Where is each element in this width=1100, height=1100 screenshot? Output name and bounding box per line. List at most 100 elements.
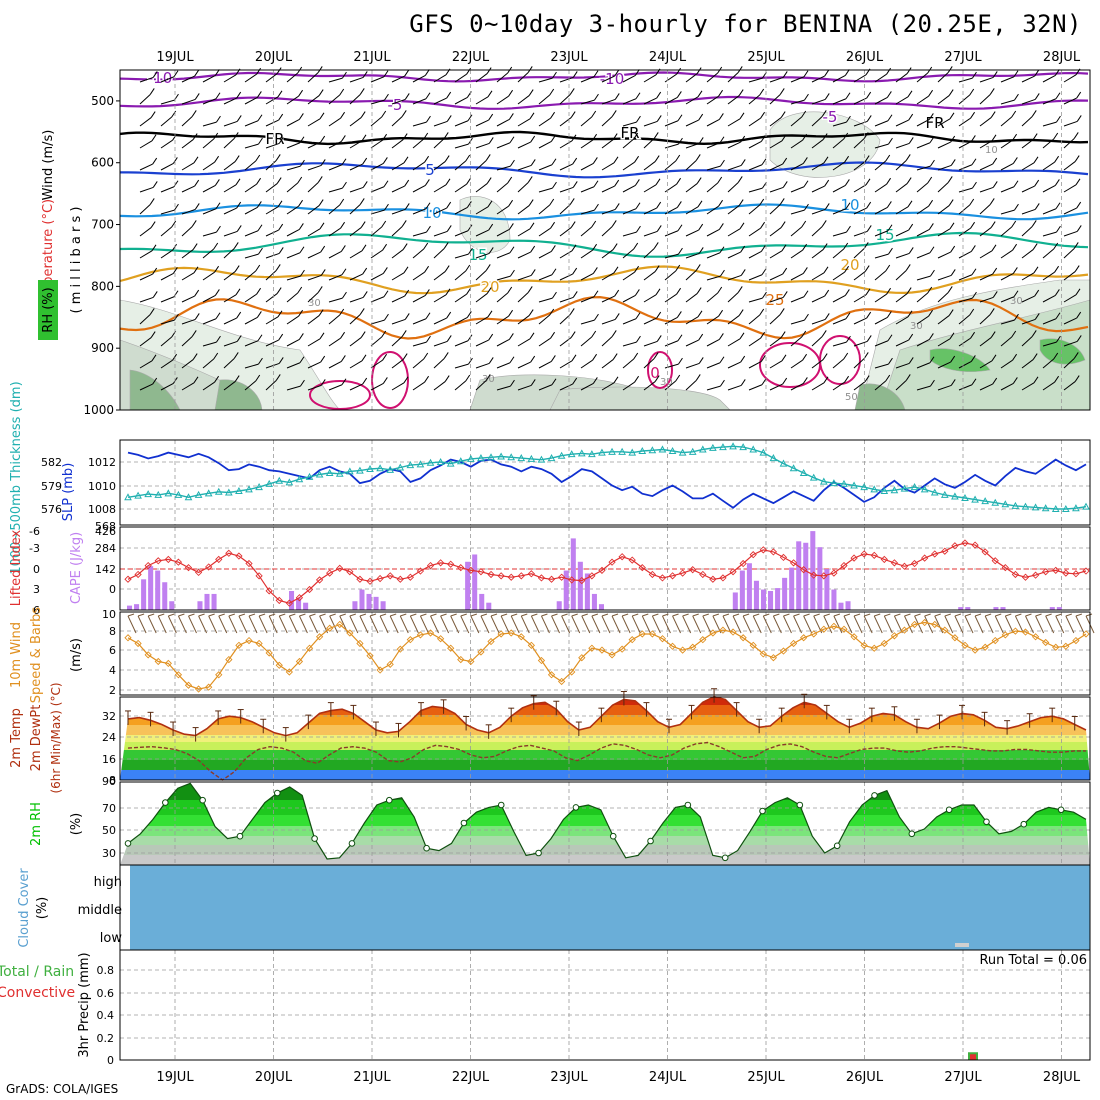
wind-barb-shaft [979, 296, 994, 303]
thickness-marker [366, 465, 374, 473]
wind-barb-shaft [517, 95, 530, 105]
wind-barb-shaft [706, 165, 721, 171]
wind-barb-flag [759, 88, 765, 96]
thickness-marker [819, 477, 828, 485]
lifted-index-marker [1021, 573, 1030, 581]
wind-barb-shaft [1042, 208, 1057, 215]
wind-barb-shaft [307, 164, 322, 171]
wind-barb-flag [678, 357, 683, 365]
wind-barb-flag [191, 220, 197, 227]
wind-barb-shaft [706, 182, 719, 193]
wind10-marker [1031, 633, 1040, 641]
wind-barb-shaft [727, 205, 740, 215]
wind-barb-shaft [622, 381, 635, 391]
wind-barb-flag [510, 269, 515, 277]
wind-barb-shaft [580, 319, 595, 325]
wind-barb-shaft [853, 271, 866, 281]
contour-label: 20 [840, 256, 859, 274]
thickness-marker [567, 450, 576, 458]
wind-barb-flag [488, 357, 494, 364]
lifted-index-marker [729, 568, 737, 576]
wind10-barb-flag [863, 613, 871, 617]
wind-barb-flag [384, 203, 389, 211]
wind-barb-flag [611, 220, 617, 227]
wind-barb-shaft [853, 184, 867, 193]
wind-barb-flag [845, 312, 851, 320]
wind-barb-shaft [937, 164, 952, 171]
wind-barb-shaft [601, 272, 615, 281]
wind-barb-shaft [979, 186, 994, 193]
wind-barb-shaft [202, 341, 217, 347]
cape-bar [768, 591, 774, 610]
wind-barb-flag [718, 333, 724, 340]
wind-barb-flag [362, 377, 368, 385]
wind-barb-flag [740, 269, 746, 276]
wind-barb-shaft [1042, 138, 1055, 149]
wind-barb-shaft [370, 76, 385, 83]
wind-barb-shaft [1021, 116, 1033, 127]
wind-barb-shaft [160, 162, 174, 171]
wind10-marker [588, 644, 596, 652]
thickness-marker [275, 476, 284, 484]
wind-barb-flag [360, 111, 366, 118]
wind10-marker [164, 659, 172, 668]
wind-barb-flag [424, 179, 430, 186]
wind-barb-shaft [895, 316, 909, 325]
wind-barb-flag [193, 266, 199, 274]
lifted-index-marker [1042, 568, 1050, 576]
thickness-marker [719, 443, 727, 451]
wind-barb-shaft [664, 380, 677, 391]
wind-barb-shaft [853, 248, 865, 259]
wind-barb-flag [423, 242, 429, 250]
wind-barb-shaft [580, 272, 594, 281]
wind-barb-flag [404, 179, 410, 187]
wind10-marker [789, 639, 798, 648]
wind-barb-shaft [265, 119, 279, 127]
wind-barb-shaft [769, 186, 784, 193]
wind-barb-flag [1076, 311, 1082, 319]
wind-barb-flag [718, 89, 724, 97]
wind-barb-flag [779, 198, 785, 205]
wind-barb-shaft [811, 98, 826, 105]
wind-barb-flag [214, 375, 220, 383]
wind-barb-shaft [601, 295, 615, 303]
wind-barb-flag [845, 202, 851, 210]
wind-barb-flag [255, 154, 261, 162]
wind-barb-flag [466, 201, 472, 208]
wind10-barb-shaft [500, 615, 510, 634]
precip-convective-label: Convective [0, 985, 75, 1001]
wind-barb-shaft [874, 206, 888, 215]
wind-barb-shaft [433, 138, 445, 149]
thickness-marker [557, 451, 566, 459]
wind10-marker [537, 656, 546, 665]
thickness-marker [507, 453, 516, 461]
wind-barb-flag [697, 90, 703, 98]
thickness-marker [739, 443, 747, 451]
wind-barb-shaft [643, 138, 655, 149]
wind-barb-flag [759, 308, 765, 316]
wind-barb-flag [846, 225, 851, 233]
thickness-marker [517, 454, 526, 462]
wind-barb-shaft [307, 292, 319, 303]
wind-barb-shaft [937, 292, 949, 303]
wind-barb-flag [404, 203, 410, 210]
wind-barb-flag [948, 89, 954, 96]
wind10-barb-shaft [561, 615, 571, 634]
wind-barb-shaft [895, 339, 909, 347]
thickness-marker [991, 498, 1000, 506]
wind10-barb-shaft [571, 615, 581, 634]
wind-barb-shaft [559, 314, 571, 325]
wind-barb-shaft [412, 231, 427, 237]
wind-barb-flag [214, 289, 220, 296]
wind-barb-flag [1074, 375, 1080, 382]
wind-barb-shaft [139, 163, 153, 171]
wind-barb-shaft [685, 183, 698, 193]
wind-barb-flag [425, 92, 431, 100]
wind-barb-shaft [790, 186, 805, 193]
wind-barb-flag [488, 137, 494, 144]
wind-barb-flag [319, 222, 325, 230]
wind-barb-flag [446, 91, 452, 99]
wind-barb-flag [634, 375, 640, 383]
wind-barb-shaft [1063, 317, 1077, 325]
wind-barb-flag [990, 331, 996, 338]
